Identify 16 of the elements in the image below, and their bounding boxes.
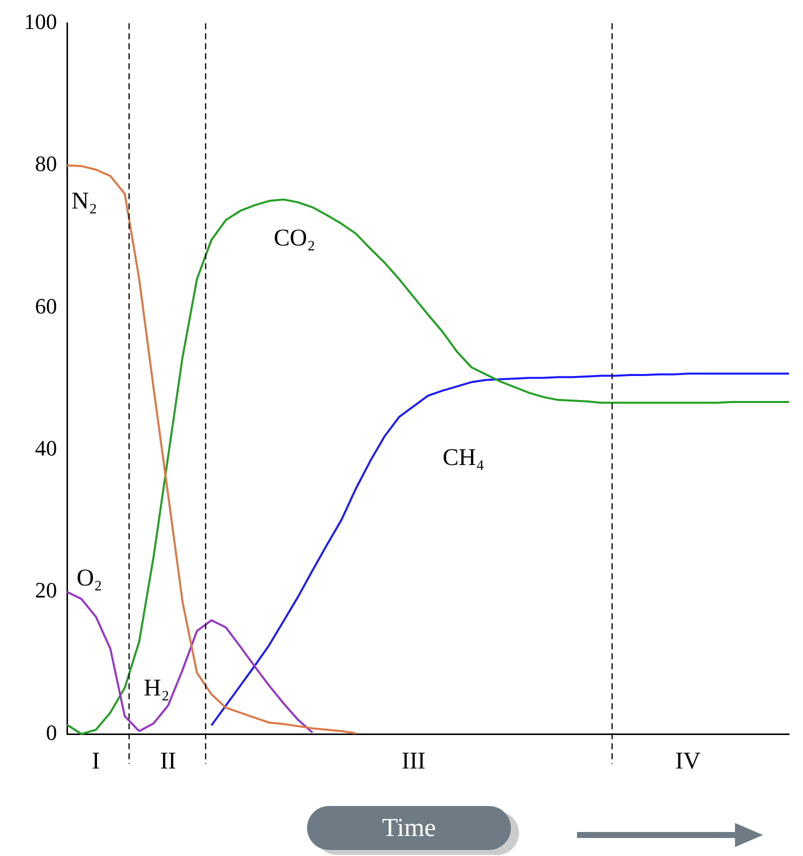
y-tick-label: 100 [24, 8, 57, 34]
x-axis-title: Time [307, 806, 511, 850]
y-tick-label: 20 [35, 578, 57, 603]
series-label: CO₂ [274, 226, 316, 252]
x-tick-label: II [160, 748, 176, 775]
series-label: O₂ [76, 565, 102, 592]
x-tick-label: III [402, 748, 426, 775]
series-label: H₂ [144, 676, 170, 702]
series-label: N₂ [72, 188, 98, 215]
text: CH₄ [442, 445, 484, 472]
y-tick-label: 80 [35, 151, 57, 176]
x-tick-label: I [92, 748, 100, 775]
x-tick-label: IV [675, 748, 702, 775]
y-tick-label: 40 [35, 435, 57, 460]
y-tick-label: 60 [35, 293, 57, 318]
y-tick-label: 0 [46, 720, 57, 745]
